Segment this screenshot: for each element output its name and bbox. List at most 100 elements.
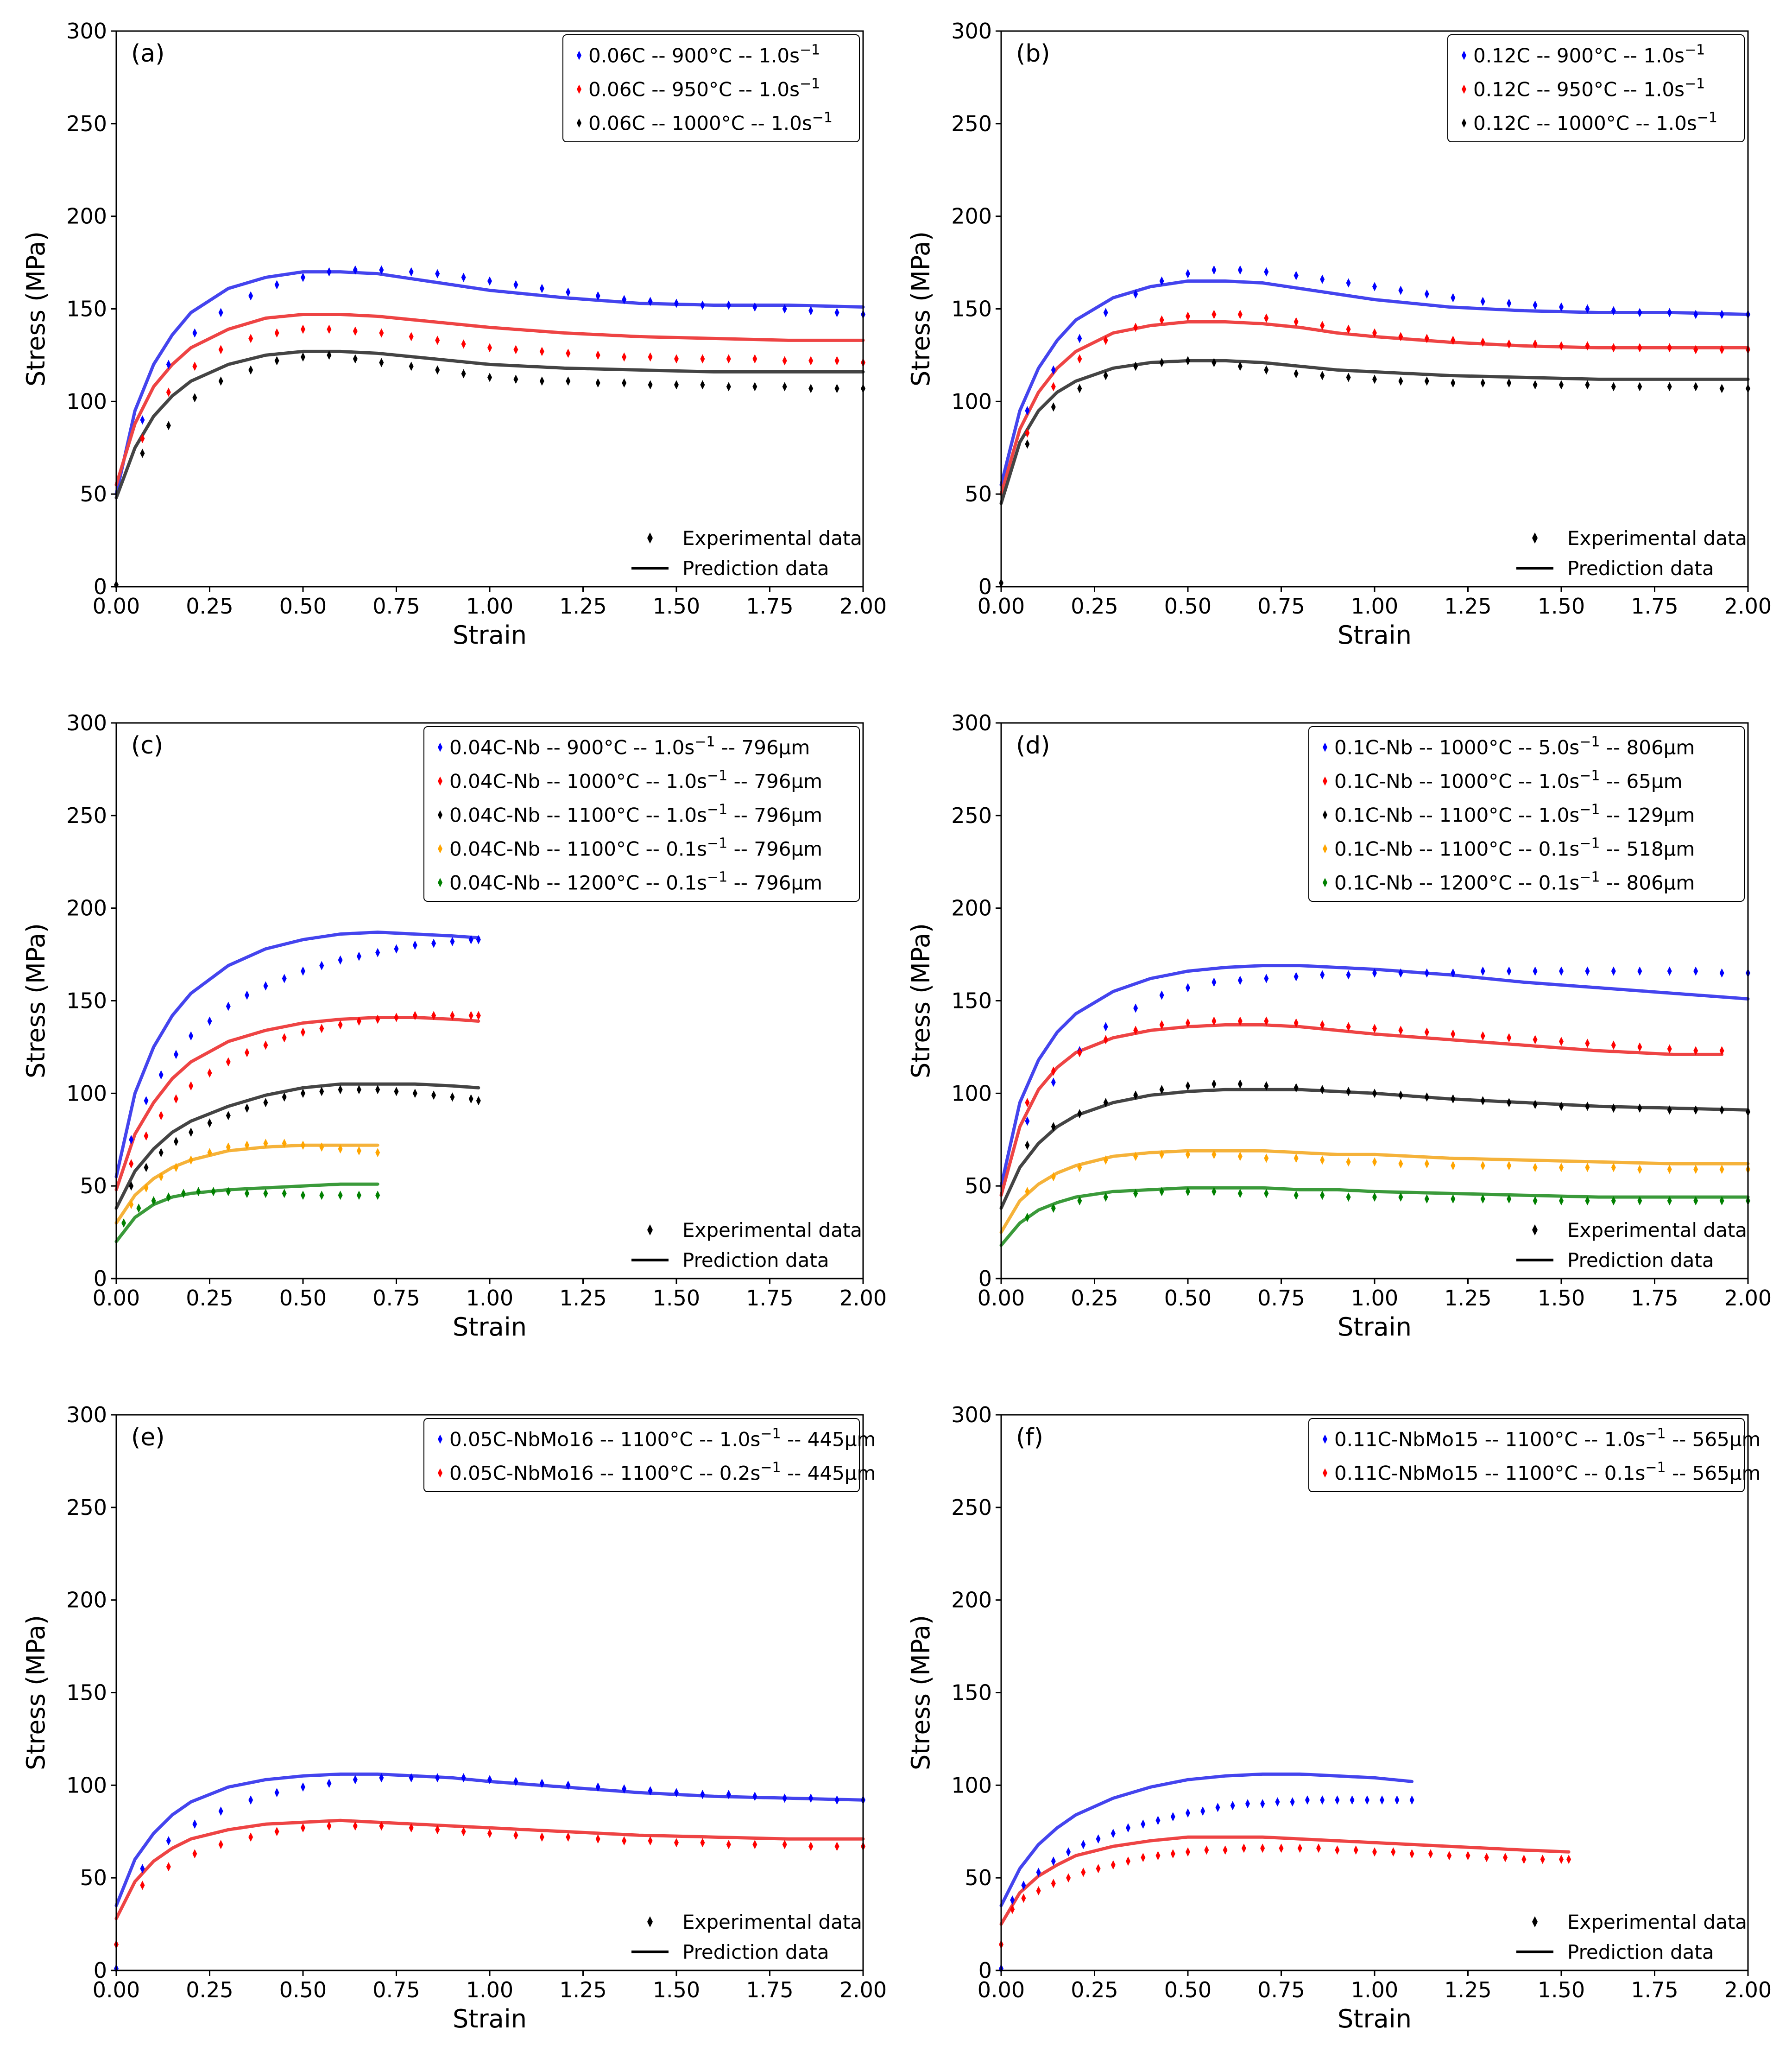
experimental-point <box>726 1840 731 1849</box>
experimental-point <box>301 272 305 282</box>
x-tick-label: 0.75 <box>372 1286 420 1311</box>
experimental-point <box>1335 1845 1340 1855</box>
experimental-point <box>1667 1105 1672 1115</box>
experimental-point <box>1021 1881 1026 1890</box>
experimental-point <box>140 415 145 425</box>
experimental-point <box>379 1821 384 1831</box>
experimental-point <box>1186 1150 1190 1159</box>
experimental-point <box>1451 336 1456 345</box>
y-tick-label: 300 <box>951 710 992 735</box>
experimental-point <box>338 1020 343 1030</box>
experimental-point <box>1051 1172 1056 1182</box>
experimental-point <box>1103 371 1108 380</box>
experimental-point <box>752 382 757 392</box>
experimental-point <box>834 1795 839 1805</box>
experimental-point <box>263 1189 268 1198</box>
experimental-point <box>140 1864 145 1874</box>
experimental-point <box>263 1139 268 1148</box>
experimental-point <box>782 1793 787 1803</box>
experimental-point <box>1424 1027 1429 1037</box>
y-tick-label: 50 <box>965 481 992 507</box>
x-tick-label: 0.50 <box>279 1977 327 2002</box>
experimental-point <box>622 1784 627 1794</box>
experimental-point <box>1533 1100 1538 1109</box>
experimental-point <box>1533 1196 1538 1206</box>
experimental-point <box>487 343 492 353</box>
legend-entry: 0.1C-Nb -- 1100°C -- 0.1s−1 -- 518μm <box>1334 835 1695 861</box>
experimental-point <box>412 1011 417 1020</box>
y-tick-label: 200 <box>951 1588 992 1613</box>
experimental-point <box>1077 1109 1082 1119</box>
experimental-point <box>1350 1795 1355 1805</box>
experimental-point <box>1103 1155 1108 1165</box>
experimental-point <box>375 1191 380 1200</box>
experimental-point <box>263 1098 268 1108</box>
legend-entry: 0.04C-Nb -- 1200°C -- 0.1s−1 -- 796μm <box>449 869 822 894</box>
experimental-point <box>1507 966 1512 976</box>
experimental-point <box>158 1172 164 1182</box>
y-tick-label: 150 <box>66 1680 107 1705</box>
prediction-line <box>999 320 1750 496</box>
experimental-point <box>1428 1849 1433 1859</box>
experimental-point <box>1297 1843 1302 1853</box>
y-tick-label: 0 <box>978 1266 992 1291</box>
experimental-point <box>1186 1081 1190 1091</box>
experimental-point <box>1637 966 1642 976</box>
experimental-point <box>1391 1847 1396 1857</box>
legend-marker <box>438 810 442 820</box>
experimental-point <box>1611 1163 1616 1172</box>
experimental-point <box>513 1830 518 1840</box>
experimental-point <box>834 1842 839 1851</box>
experimental-point <box>301 966 305 976</box>
experimental-point <box>1264 1189 1269 1198</box>
legend-experimental-marker <box>1532 1916 1538 1927</box>
experimental-point <box>409 1823 414 1833</box>
experimental-point <box>1186 311 1190 321</box>
prediction-line <box>114 313 865 487</box>
y-tick-label: 200 <box>951 896 992 921</box>
experimental-point <box>1036 1868 1041 1877</box>
experimental-point <box>1211 265 1217 275</box>
experimental-point <box>595 378 600 388</box>
y-tick-label: 0 <box>978 574 992 599</box>
experimental-point <box>301 1140 305 1150</box>
experimental-point <box>1372 328 1377 338</box>
x-tick-label: 1.00 <box>1351 594 1398 619</box>
legend-marker <box>577 84 581 94</box>
panel-label: (e) <box>131 1424 165 1451</box>
experimental-point <box>226 1111 231 1121</box>
experimental-point <box>1693 345 1698 355</box>
experimental-point <box>450 937 455 946</box>
experimental-point <box>752 354 757 364</box>
experimental-point <box>353 1775 358 1785</box>
experimental-point <box>834 384 839 393</box>
x-tick-label: 1.50 <box>1538 1977 1585 2002</box>
prediction-line <box>114 931 480 1178</box>
experimental-point <box>1346 1087 1351 1096</box>
experimental-point <box>1021 1894 1026 1903</box>
x-tick-label: 2.00 <box>839 1977 887 2002</box>
panel-label: (d) <box>1016 732 1050 760</box>
experimental-point <box>1320 1191 1325 1200</box>
experimental-point <box>1398 968 1403 978</box>
experimental-point <box>782 382 787 392</box>
experimental-point <box>207 1068 212 1078</box>
experimental-point <box>1320 321 1325 330</box>
experimental-point <box>1507 298 1512 308</box>
legend-marker <box>1323 776 1327 786</box>
x-tick-label: 1.25 <box>559 1977 606 2002</box>
y-tick-label: 200 <box>66 204 107 229</box>
experimental-point <box>1159 358 1164 367</box>
experimental-point <box>1424 1159 1429 1169</box>
y-tick-label: 100 <box>66 1773 107 1798</box>
experimental-point <box>539 1832 544 1842</box>
experimental-point <box>1290 1797 1295 1807</box>
y-tick-label: 50 <box>80 1865 107 1890</box>
experimental-point <box>1133 289 1138 299</box>
y-tick-label: 100 <box>951 389 992 414</box>
y-tick-label: 0 <box>978 1958 992 1983</box>
experimental-point <box>674 380 679 390</box>
experimental-point <box>1533 1163 1538 1172</box>
experimental-point <box>1559 1163 1564 1172</box>
experimental-point <box>1237 1079 1243 1089</box>
